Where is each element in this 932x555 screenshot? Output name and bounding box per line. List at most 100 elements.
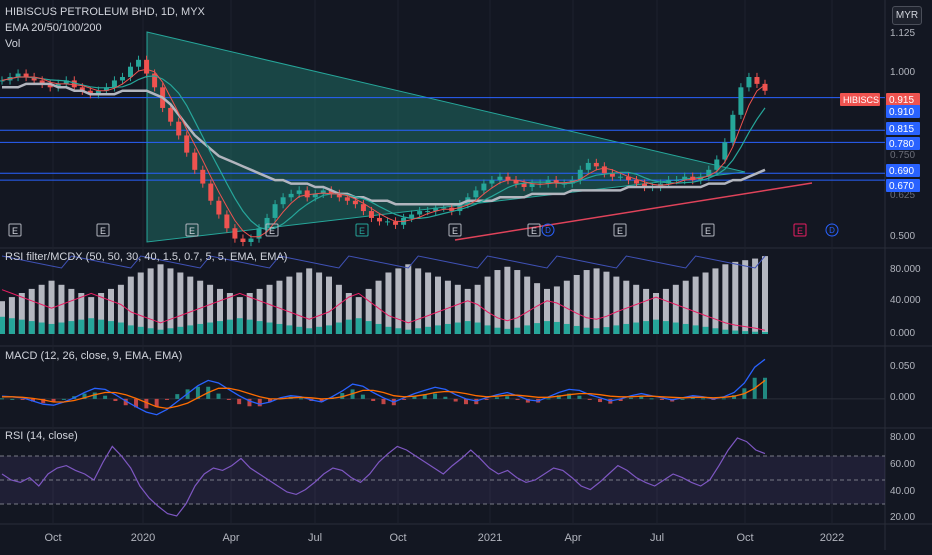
mcdx-bar — [702, 272, 709, 334]
mcdx-green-bar — [147, 328, 154, 334]
mcdx-red-line — [1, 289, 766, 331]
mcdx-bar — [444, 280, 451, 334]
candle-body — [31, 77, 37, 81]
time-axis-label: 2022 — [820, 532, 844, 544]
candle-body — [280, 197, 286, 205]
candle-body — [103, 87, 109, 91]
mcdx-bar — [177, 272, 184, 334]
mcdx-green-bar — [544, 321, 550, 334]
candle-body — [232, 228, 238, 239]
macd-histogram-bar — [412, 396, 417, 399]
macd-histogram-bar — [546, 398, 551, 400]
macd-histogram-bar — [577, 395, 582, 399]
mcdx-green-bar — [296, 326, 303, 334]
mcdx-bar — [58, 284, 65, 334]
candle-body — [722, 142, 728, 160]
mcdx-bar — [534, 283, 541, 334]
mcdx-bar — [415, 268, 422, 334]
mcdx-bar — [276, 280, 283, 334]
mcdx-bar — [375, 280, 382, 334]
mcdx-bar — [435, 276, 441, 334]
macd-histogram-bar — [732, 395, 737, 399]
mcdx-green-bar — [18, 319, 25, 334]
mcdx-bar — [98, 293, 105, 334]
level-badge — [886, 122, 920, 135]
mcdx-green-bar — [524, 325, 531, 334]
mcdx-bar — [187, 276, 194, 334]
mcdx-green-bar — [474, 322, 481, 334]
macd-histogram-bar — [216, 393, 221, 399]
mcdx-green-bar — [435, 325, 441, 334]
mcdx-green-bar — [444, 323, 451, 334]
candle-body — [730, 114, 736, 143]
candle-body — [256, 228, 262, 239]
candle-body — [609, 173, 615, 177]
level-badge-label: 0.670 — [889, 181, 914, 192]
macd-histogram-bar — [268, 398, 273, 403]
candle-body — [144, 59, 150, 74]
candle-body — [425, 211, 431, 213]
candle-body — [433, 207, 439, 212]
mcdx-green-bar — [623, 323, 630, 334]
mcdx-bar — [474, 284, 481, 334]
candle-body — [706, 169, 712, 177]
mcdx-bar — [147, 268, 154, 334]
rsi-line — [1, 437, 766, 517]
earnings-marker — [448, 223, 462, 237]
mcdx-bar — [524, 276, 531, 334]
mcdx-bar — [504, 266, 511, 334]
mcdx-green-bar — [613, 325, 620, 334]
macd-histogram-bar — [680, 398, 685, 400]
mcdx-bar — [236, 297, 243, 334]
candle-body — [312, 193, 318, 198]
candle-body — [746, 77, 752, 88]
candle-body — [344, 197, 350, 201]
macd-histogram-bar — [639, 396, 644, 399]
mcdx-green-bar — [246, 319, 253, 334]
mcdx-green-bar — [207, 322, 214, 334]
mcdx-bar — [722, 264, 729, 334]
ema-legend[interactable]: EMA 20/50/100/200 — [5, 22, 102, 34]
mcdx-blue-line — [1, 255, 766, 269]
mcdx-bar — [217, 288, 223, 334]
mcdx-green-bar — [236, 318, 243, 334]
macd-histogram-bar — [154, 398, 159, 407]
earnings-marker — [96, 223, 110, 237]
mcdx-bar — [732, 261, 739, 334]
rsi-pane-title[interactable]: RSI (14, close) — [5, 430, 78, 442]
mcdx-bar — [742, 260, 749, 334]
candle-body — [328, 190, 334, 194]
earnings-marker-label: E — [189, 226, 195, 236]
candle-body — [497, 176, 503, 181]
macd-histogram-bar — [299, 398, 304, 400]
time-axis-label: 2021 — [478, 532, 502, 544]
time-axis-label: Apr — [564, 532, 581, 544]
mcdx-pane-title[interactable]: RSI filter/MCDX (50, 50, 30, 40, 1.5, 0.… — [5, 251, 288, 263]
mcdx-green-bar — [682, 323, 689, 334]
candle-body — [288, 193, 294, 198]
symbol-title[interactable]: HIBISCUS PETROLEUM BHD, 1D, MYX — [5, 6, 205, 18]
mcdx-green-bar — [167, 328, 174, 334]
candle-body — [666, 180, 672, 184]
mcdx-green-bar — [38, 322, 45, 334]
candle-body — [682, 176, 688, 181]
macd-histogram-bar — [257, 398, 262, 407]
macd-pane-title[interactable]: MACD (12, 26, close, 9, EMA, EMA) — [5, 350, 183, 362]
mcdx-bar — [157, 264, 164, 334]
mcdx-bar — [326, 276, 332, 334]
candle-body — [505, 176, 511, 181]
macd-histogram-bar — [721, 398, 726, 400]
mcdx-green-bar — [742, 331, 749, 334]
mcdx-green-bar — [593, 328, 600, 334]
mcdx-tick-label: 40.000 — [890, 295, 921, 306]
candle-body — [481, 183, 487, 191]
candle-body — [23, 73, 29, 77]
macd-histogram-bar — [556, 395, 561, 399]
macd-histogram-bar — [164, 398, 169, 400]
candle-body — [304, 190, 310, 198]
mcdx-green-bar — [712, 328, 719, 334]
currency-button[interactable]: MYR — [892, 6, 922, 25]
volume-legend[interactable]: Vol — [5, 38, 21, 50]
